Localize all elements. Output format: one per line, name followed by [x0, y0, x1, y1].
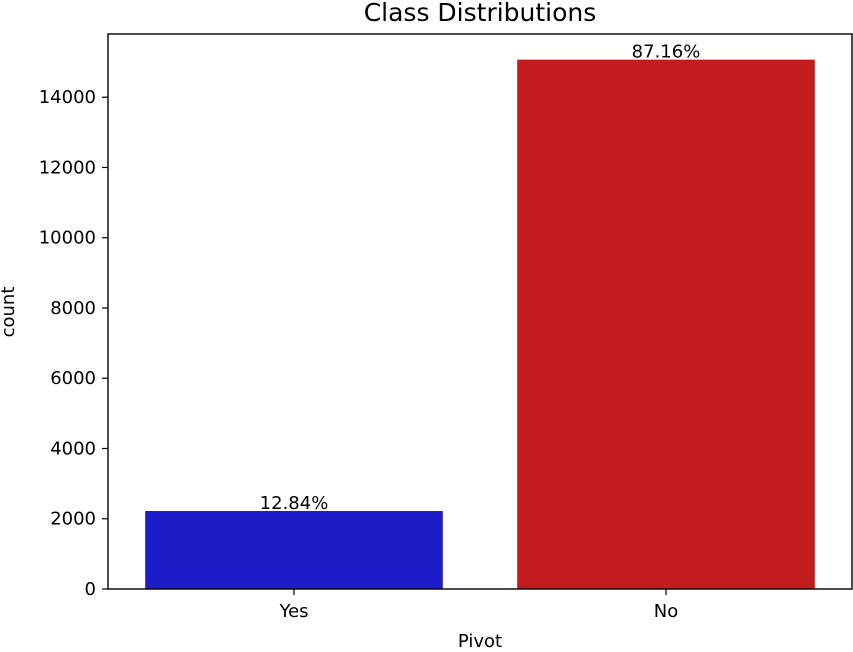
x-axis-label: Pivot: [458, 631, 502, 648]
chart-title: Class Distributions: [364, 0, 597, 27]
y-axis-label: count: [0, 287, 19, 338]
y-tick-label: 10000: [39, 228, 96, 249]
bars-layer: 12.84% 87.16%: [145, 42, 815, 590]
bar-no: [517, 59, 815, 590]
bar-label-no: 87.16%: [632, 42, 701, 63]
y-tick-label: 14000: [39, 87, 96, 108]
y-tick-label: 2000: [50, 509, 96, 530]
y-tick-label: 12000: [39, 157, 96, 178]
y-tick-label: 4000: [50, 438, 96, 459]
y-tick-label: 8000: [50, 298, 96, 319]
bar-label-yes: 12.84%: [260, 493, 329, 514]
x-tick-label-no: No: [654, 601, 678, 622]
y-axis-ticks: 0 2000 4000 6000 8000 10000 12000 14000: [39, 87, 108, 600]
plot-frame: [107, 33, 853, 590]
x-tick-label-yes: Yes: [278, 601, 308, 622]
bar-yes: [145, 511, 443, 589]
y-tick-label: 0: [85, 579, 96, 600]
y-tick-label: 6000: [50, 368, 96, 389]
x-axis-ticks: Yes No: [278, 589, 678, 622]
